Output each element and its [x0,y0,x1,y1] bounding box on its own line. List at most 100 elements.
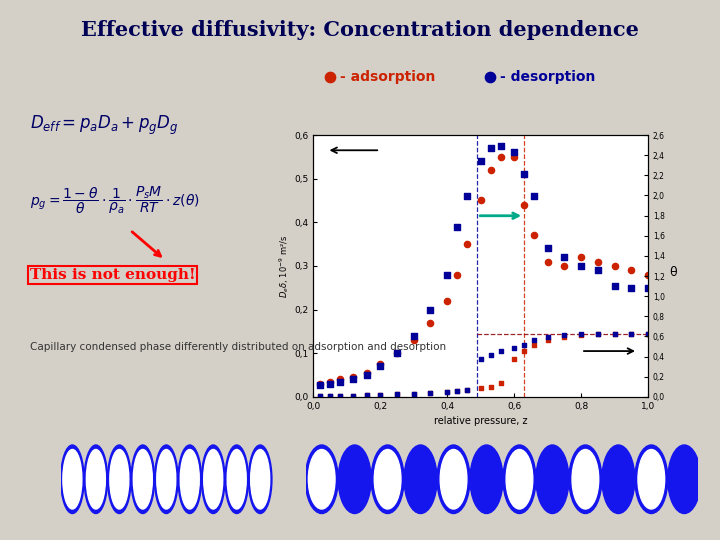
Point [391,390,402,399]
Point [451,387,463,395]
Point [361,390,372,399]
Ellipse shape [251,449,270,509]
Point [609,329,621,338]
Point [528,341,540,349]
Ellipse shape [248,445,272,514]
Ellipse shape [86,449,105,509]
Ellipse shape [155,445,178,514]
Point [626,284,637,292]
Point [609,281,621,290]
Ellipse shape [338,445,371,514]
Ellipse shape [110,449,129,509]
Point [508,355,520,363]
Point [475,384,487,393]
Ellipse shape [63,449,82,509]
Ellipse shape [470,445,503,514]
Point [518,347,530,356]
Point [642,284,654,292]
Point [451,271,463,279]
Point [642,329,654,338]
Ellipse shape [635,445,667,514]
Ellipse shape [374,449,401,509]
Point [334,375,346,384]
Ellipse shape [202,445,225,514]
Point [374,390,386,399]
Point [324,73,336,82]
Ellipse shape [133,449,153,509]
Point [575,330,587,339]
Point [485,351,496,360]
Point [348,392,359,400]
Point [541,333,553,341]
Point [425,319,436,327]
Point [485,73,496,82]
Point [485,382,496,391]
Point [528,192,540,200]
Ellipse shape [131,445,155,514]
Point [528,336,540,345]
X-axis label: relative pressure, z: relative pressure, z [434,416,527,426]
Ellipse shape [437,445,470,514]
Point [508,152,520,161]
Point [408,389,419,398]
Point [475,196,487,205]
Point [475,157,487,165]
Point [348,373,359,382]
Point [391,349,402,357]
Point [314,392,325,400]
Point [609,262,621,271]
Ellipse shape [536,445,569,514]
Ellipse shape [84,445,107,514]
Ellipse shape [204,449,222,509]
Point [441,296,453,305]
Ellipse shape [180,449,199,509]
Point [374,390,386,399]
Point [374,360,386,368]
Ellipse shape [503,445,536,514]
Point [495,141,506,150]
Point [314,392,325,400]
Ellipse shape [371,445,404,514]
Point [441,388,453,396]
Point [408,332,419,340]
Point [374,362,386,370]
Point [485,166,496,174]
Point [334,377,346,386]
Ellipse shape [107,445,131,514]
Ellipse shape [572,449,599,509]
Point [314,380,325,388]
Text: This is not enough!: This is not enough! [30,268,196,282]
Ellipse shape [305,445,338,514]
Point [559,330,570,339]
Point [592,329,603,338]
Ellipse shape [667,445,701,514]
Ellipse shape [60,445,84,514]
Point [361,369,372,377]
Point [361,390,372,399]
Point [324,392,336,400]
Point [324,380,336,388]
Point [575,253,587,261]
Point [592,266,603,275]
Point [408,336,419,345]
Point [361,371,372,380]
Point [391,349,402,357]
Ellipse shape [308,449,335,509]
Text: $\mathit{D}_{eff} = \mathit{p}_a \mathit{D}_a + \mathit{p}_g \mathit{D}_g$: $\mathit{D}_{eff} = \mathit{p}_a \mathit… [30,113,179,137]
Y-axis label: θ: θ [670,266,677,279]
Point [425,389,436,397]
Point [508,343,520,352]
Ellipse shape [178,445,202,514]
Point [408,389,419,398]
Point [425,305,436,314]
Point [575,329,587,338]
Ellipse shape [228,449,246,509]
Point [495,152,506,161]
Point [642,329,654,338]
Point [425,389,436,397]
Point [626,329,637,338]
Point [462,240,473,248]
Point [575,262,587,271]
Ellipse shape [638,449,665,509]
Point [475,355,487,363]
